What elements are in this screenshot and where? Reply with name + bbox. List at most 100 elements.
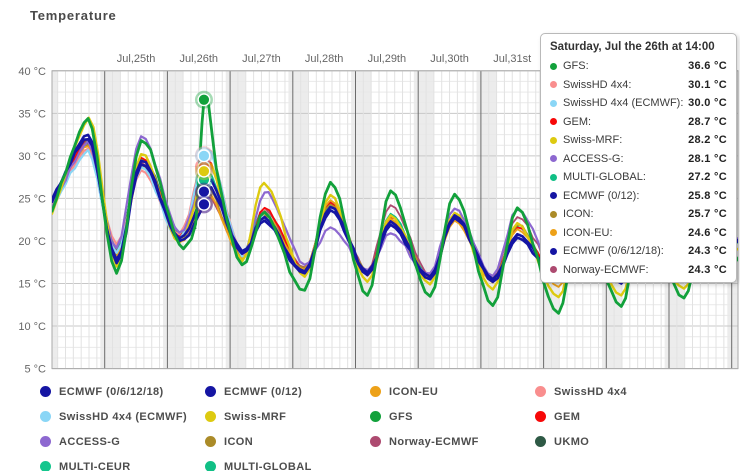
legend-label: MULTI-CEUR <box>59 460 131 471</box>
x-axis-day-label: Jul,25th <box>117 53 156 65</box>
tooltip-model-value: 30.1 °C <box>688 78 727 91</box>
legend-item-ecmwf-0-12-[interactable]: ECMWF (0/12) <box>205 386 370 398</box>
tooltip-row: GFS: 36.6 °C <box>550 57 727 76</box>
legend-dot-icon <box>205 386 216 397</box>
tooltip-row: Norway-ECMWF: 24.3 °C <box>550 261 727 280</box>
tooltip-row: ICON-EU: 24.6 °C <box>550 224 727 243</box>
legend-item-ecmwf-0-6-12-18-[interactable]: ECMWF (0/6/12/18) <box>40 386 205 398</box>
legend-label: GEM <box>554 410 581 423</box>
legend-label: ACCESS-G <box>59 435 121 448</box>
legend-dot-icon <box>370 411 381 422</box>
tooltip-model-dot-icon <box>550 99 557 107</box>
y-axis-tick: 5 °C <box>24 364 46 375</box>
legend-label: Norway-ECMWF <box>389 435 479 448</box>
legend-label: SwissHD 4x4 <box>554 385 627 398</box>
legend-dot-icon <box>205 461 216 471</box>
x-axis-day-label: Jul,31st <box>493 53 531 65</box>
legend-label: ECMWF (0/12) <box>224 385 303 398</box>
tooltip-model-name: SwissHD 4x4: <box>563 78 632 91</box>
tooltip-model-dot-icon <box>550 266 557 274</box>
tooltip-model-value: 36.6 °C <box>688 60 727 73</box>
tooltip-model-name: ECMWF (0/12): <box>563 189 640 202</box>
legend-dot-icon <box>40 436 51 447</box>
tooltip-model-dot-icon <box>550 136 557 144</box>
y-axis-tick: 35 °C <box>18 108 46 120</box>
tooltip-model-name: GFS: <box>563 60 589 73</box>
tooltip-row: MULTI-GLOBAL: 27.2 °C <box>550 168 727 187</box>
model-legend: ECMWF (0/6/12/18) ECMWF (0/12) ICON-EU Swis… <box>40 379 705 471</box>
legend-item-gem[interactable]: GEM <box>535 411 705 423</box>
tooltip-model-value: 28.2 °C <box>688 134 727 147</box>
tooltip-row: ICON: 25.7 °C <box>550 205 727 224</box>
y-axis-tick: 15 °C <box>18 279 46 291</box>
tooltip-model-name: GEM: <box>563 115 592 128</box>
hover-markers <box>194 90 213 214</box>
legend-label: SwissHD 4x4 (ECMWF) <box>59 410 188 423</box>
tooltip-model-name: MULTI-GLOBAL: <box>563 171 646 184</box>
legend-label: ICON-EU <box>389 385 439 398</box>
legend-label: Swiss-MRF <box>224 410 287 423</box>
legend-dot-icon <box>40 386 51 397</box>
tooltip-model-dot-icon <box>550 173 557 181</box>
tooltip-row: GEM: 28.7 °C <box>550 113 727 132</box>
tooltip-model-name: Norway-ECMWF: <box>563 263 649 276</box>
marker-dot-swiss-mrf[interactable] <box>197 164 211 178</box>
tooltip-model-value: 24.3 °C <box>688 245 727 258</box>
tooltip-model-value: 27.2 °C <box>688 171 727 184</box>
tooltip-model-dot-icon <box>550 192 557 200</box>
legend-dot-icon <box>370 436 381 447</box>
legend-item-swisshd-4x4[interactable]: SwissHD 4x4 <box>535 386 705 398</box>
legend-item-swisshd-4x4-ecmwf-[interactable]: SwissHD 4x4 (ECMWF) <box>40 411 205 423</box>
tooltip-model-name: ICON: <box>563 208 594 221</box>
legend-dot-icon <box>535 386 546 397</box>
tooltip-row: SwissHD 4x4: 30.1 °C <box>550 76 727 95</box>
y-axis-tick: 10 °C <box>18 321 46 333</box>
legend-item-ukmo[interactable]: UKMO <box>535 436 705 448</box>
legend-item-swiss-mrf[interactable]: Swiss-MRF <box>205 411 370 423</box>
x-axis-day-label: Jul,27th <box>242 53 281 65</box>
legend-dot-icon <box>205 436 216 447</box>
tooltip-model-dot-icon <box>550 118 557 126</box>
y-axis-tick: 20 °C <box>18 236 46 248</box>
legend-dot-icon <box>205 411 216 422</box>
legend-item-multi-ceur[interactable]: MULTI-CEUR <box>40 461 205 471</box>
tooltip-model-value: 25.8 °C <box>688 189 727 202</box>
tooltip-row: ECMWF (0/6/12/18): 24.3 °C <box>550 242 727 261</box>
legend-item-icon-eu[interactable]: ICON-EU <box>370 386 535 398</box>
legend-item-multi-global[interactable]: MULTI-GLOBAL <box>205 461 370 471</box>
marker-dot-gfs[interactable] <box>197 93 211 107</box>
legend-item-access-g[interactable]: ACCESS-G <box>40 436 205 448</box>
tooltip-rows: GFS: 36.6 °C SwissHD 4x4: 30.1 °C SwissHD 4x… <box>550 57 727 279</box>
tooltip-model-value: 24.3 °C <box>688 263 727 276</box>
x-axis-day-label: Jul,29th <box>368 53 407 65</box>
x-axis-day-label: Jul,26th <box>179 53 218 65</box>
legend-item-norway-ecmwf[interactable]: Norway-ECMWF <box>370 436 535 448</box>
tooltip-model-dot-icon <box>550 229 557 237</box>
tooltip-model-name: ECMWF (0/6/12/18): <box>563 245 664 258</box>
marker-dot-ecmwf-0-12-[interactable] <box>197 185 211 199</box>
tooltip-model-dot-icon <box>550 81 557 89</box>
legend-label: ICON <box>224 435 254 448</box>
hover-tooltip: Saturday, Jul the 26th at 14:00 GFS: 36.6… <box>540 33 737 283</box>
tooltip-model-name: ICON-EU: <box>563 226 613 239</box>
chart-title: Temperature <box>30 8 117 23</box>
tooltip-row: Swiss-MRF: 28.2 °C <box>550 131 727 150</box>
legend-item-gfs[interactable]: GFS <box>370 411 535 423</box>
tooltip-model-name: SwissHD 4x4 (ECMWF): <box>563 97 684 110</box>
legend-dot-icon <box>535 411 546 422</box>
tooltip-model-value: 28.7 °C <box>688 115 727 128</box>
tooltip-row: ACCESS-G: 28.1 °C <box>550 150 727 169</box>
legend-label: ECMWF (0/6/12/18) <box>59 385 164 398</box>
y-axis-tick: 40 °C <box>18 66 46 78</box>
tooltip-model-value: 28.1 °C <box>688 152 727 165</box>
y-axis-tick: 30 °C <box>18 151 46 163</box>
legend-item-icon[interactable]: ICON <box>205 436 370 448</box>
tooltip-row: ECMWF (0/12): 25.8 °C <box>550 187 727 206</box>
legend-dot-icon <box>40 461 51 471</box>
axis-labels: 40 °C 35 °C 30 °C 25 °C 20 °C 15 °C 10 °C 5 °C J… <box>18 53 531 375</box>
tooltip-model-dot-icon <box>550 62 557 70</box>
tooltip-row: SwissHD 4x4 (ECMWF): 30.0 °C <box>550 94 727 113</box>
marker-dot-swisshd-4x4-ecmwf-[interactable] <box>197 149 211 163</box>
marker-dot-ecmwf-0-6-12-18-[interactable] <box>197 197 211 211</box>
